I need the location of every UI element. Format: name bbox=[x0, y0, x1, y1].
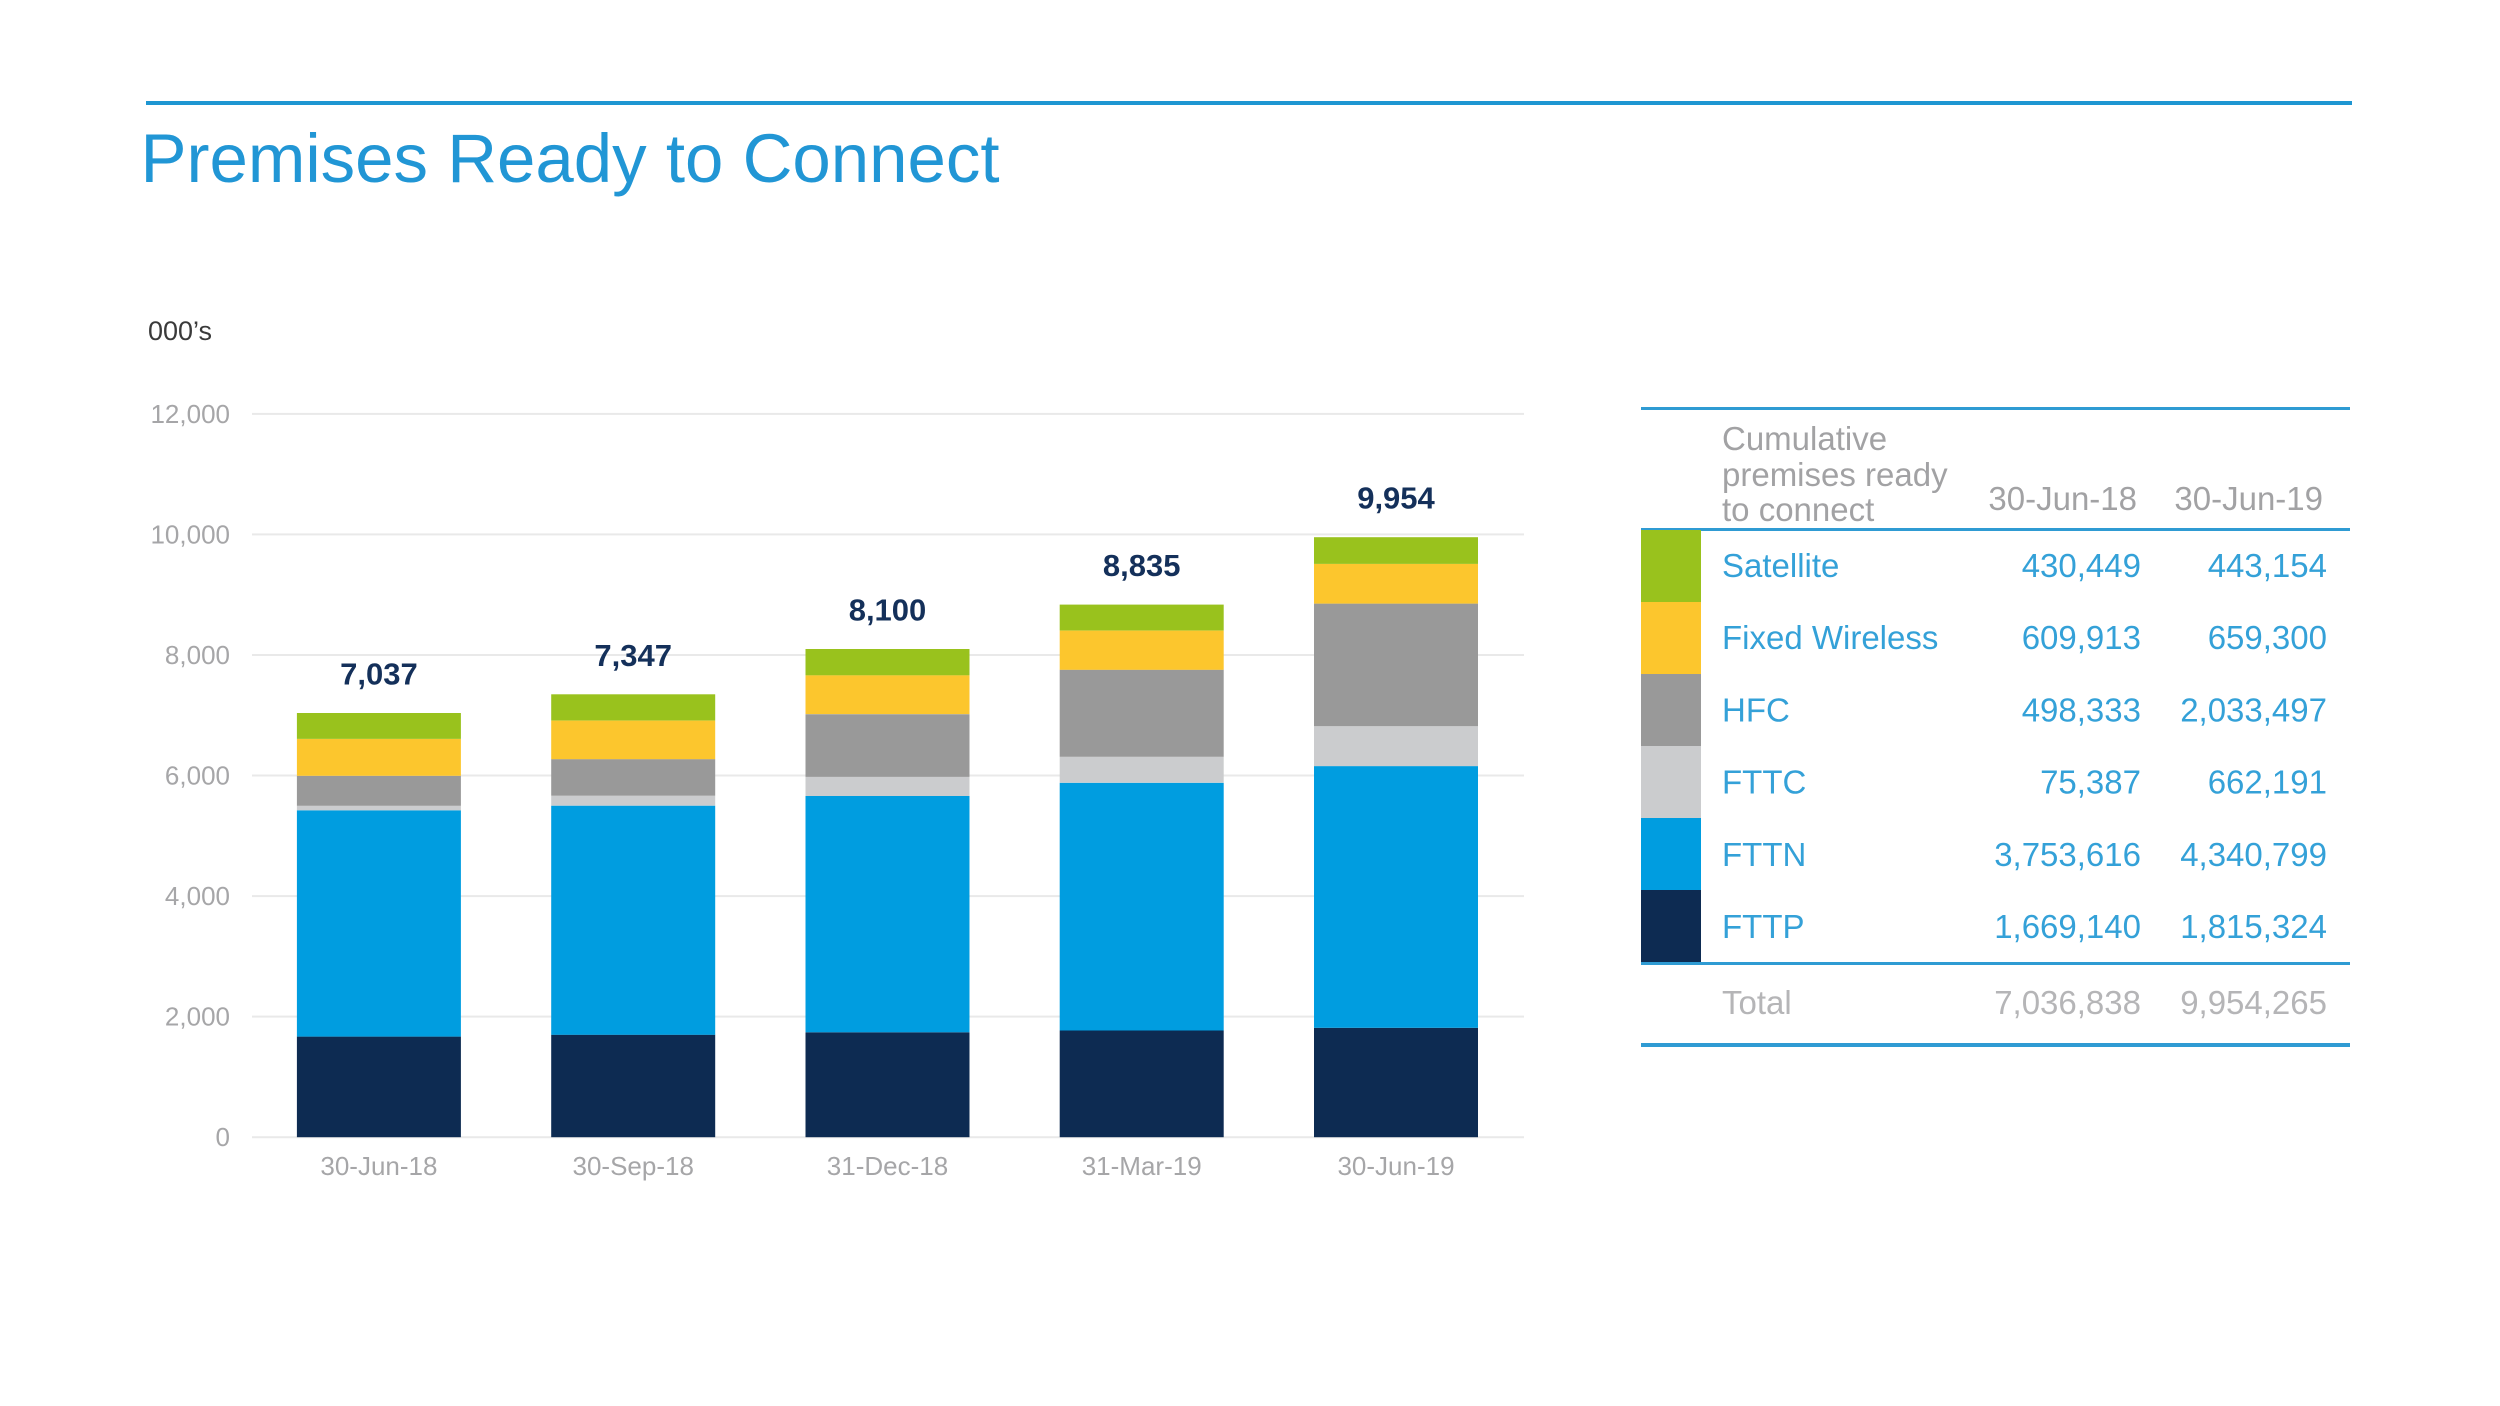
svg-text:to connect: to connect bbox=[1722, 491, 1874, 528]
svg-text:Fixed Wireless: Fixed Wireless bbox=[1722, 619, 1938, 656]
svg-text:30-Jun-18: 30-Jun-18 bbox=[320, 1151, 437, 1181]
svg-text:30-Jun-19: 30-Jun-19 bbox=[1337, 1151, 1454, 1181]
svg-text:0: 0 bbox=[216, 1122, 230, 1152]
svg-text:Cumulative: Cumulative bbox=[1722, 420, 1887, 457]
svg-text:HFC: HFC bbox=[1722, 691, 1790, 728]
svg-text:609,913: 609,913 bbox=[2022, 619, 2141, 656]
svg-text:8,100: 8,100 bbox=[849, 593, 927, 628]
svg-text:9,954,265: 9,954,265 bbox=[2180, 984, 2327, 1021]
svg-text:4,340,799: 4,340,799 bbox=[2180, 836, 2327, 873]
svg-text:430,449: 430,449 bbox=[2022, 547, 2141, 584]
svg-text:FTTP: FTTP bbox=[1722, 908, 1804, 945]
svg-text:30-Sep-18: 30-Sep-18 bbox=[572, 1151, 693, 1181]
svg-text:7,347: 7,347 bbox=[594, 638, 672, 673]
svg-text:498,333: 498,333 bbox=[2022, 691, 2141, 728]
svg-text:Total: Total bbox=[1722, 984, 1792, 1021]
svg-text:30-Jun-18: 30-Jun-18 bbox=[1988, 480, 2137, 517]
svg-text:Premises Ready to Connect: Premises Ready to Connect bbox=[141, 120, 1000, 197]
svg-text:1,815,324: 1,815,324 bbox=[2180, 908, 2327, 945]
svg-text:31-Dec-18: 31-Dec-18 bbox=[827, 1151, 948, 1181]
svg-text:premises ready: premises ready bbox=[1722, 456, 1948, 493]
svg-text:6,000: 6,000 bbox=[165, 761, 230, 791]
svg-text:30-Jun-19: 30-Jun-19 bbox=[2174, 480, 2323, 517]
svg-text:FTTC: FTTC bbox=[1722, 764, 1806, 801]
svg-text:FTTN: FTTN bbox=[1722, 836, 1806, 873]
svg-text:2,000: 2,000 bbox=[165, 1002, 230, 1032]
svg-text:9,954: 9,954 bbox=[1357, 481, 1435, 516]
svg-text:12,000: 12,000 bbox=[150, 399, 230, 429]
svg-text:31-Mar-19: 31-Mar-19 bbox=[1082, 1151, 1202, 1181]
svg-text:2,033,497: 2,033,497 bbox=[2180, 691, 2327, 728]
svg-text:Satellite: Satellite bbox=[1722, 547, 1839, 584]
svg-text:3,753,616: 3,753,616 bbox=[1994, 836, 2141, 873]
svg-text:75,387: 75,387 bbox=[2040, 764, 2141, 801]
svg-text:7,037: 7,037 bbox=[340, 657, 418, 692]
svg-text:662,191: 662,191 bbox=[2208, 764, 2327, 801]
svg-text:8,835: 8,835 bbox=[1103, 548, 1181, 583]
svg-text:659,300: 659,300 bbox=[2208, 619, 2327, 656]
svg-text:4,000: 4,000 bbox=[165, 881, 230, 911]
svg-text:1,669,140: 1,669,140 bbox=[1994, 908, 2141, 945]
svg-text:7,036,838: 7,036,838 bbox=[1994, 984, 2141, 1021]
svg-text:10,000: 10,000 bbox=[150, 519, 230, 549]
svg-text:8,000: 8,000 bbox=[165, 640, 230, 670]
svg-text:000’s: 000’s bbox=[148, 316, 212, 346]
svg-text:443,154: 443,154 bbox=[2208, 547, 2327, 584]
